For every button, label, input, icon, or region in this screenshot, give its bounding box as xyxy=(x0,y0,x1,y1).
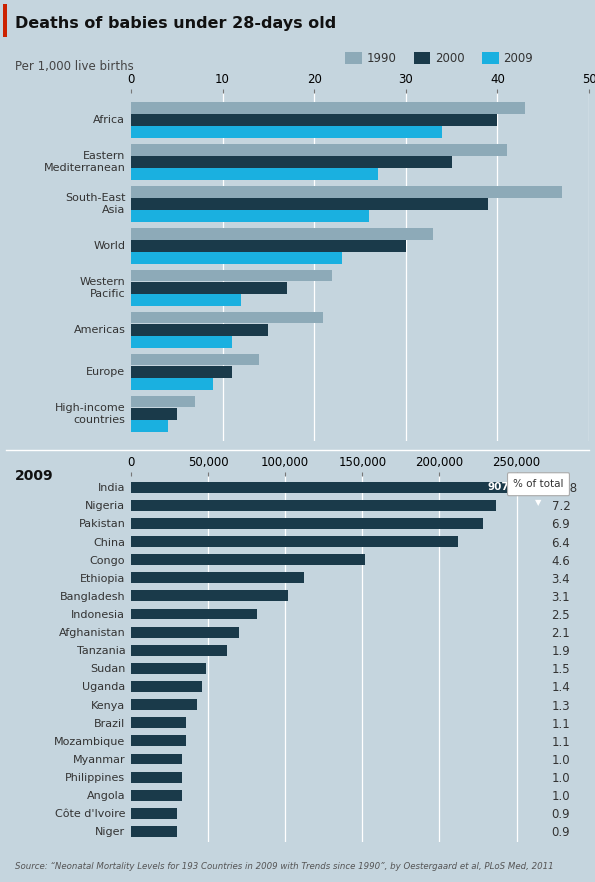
Bar xyxy=(131,378,214,390)
Text: 907,824: 907,824 xyxy=(487,482,535,492)
Bar xyxy=(131,186,562,198)
Bar xyxy=(131,518,483,529)
Bar xyxy=(131,609,258,619)
Bar xyxy=(131,808,177,818)
Bar xyxy=(131,240,406,251)
Bar xyxy=(131,645,227,655)
Bar xyxy=(131,101,525,114)
Bar xyxy=(131,627,239,638)
Bar xyxy=(131,772,182,782)
Bar xyxy=(131,270,333,281)
Bar xyxy=(131,407,177,420)
Bar xyxy=(131,228,433,240)
Bar xyxy=(131,324,268,336)
Bar xyxy=(131,252,342,264)
Bar xyxy=(131,198,488,210)
Bar xyxy=(131,210,369,222)
Bar xyxy=(131,699,197,710)
Bar xyxy=(131,144,506,155)
Bar xyxy=(131,282,287,294)
Bar xyxy=(131,336,231,348)
Bar xyxy=(131,366,231,377)
Bar xyxy=(131,554,365,565)
Bar xyxy=(131,736,186,746)
Bar xyxy=(131,717,186,729)
Bar xyxy=(131,482,547,492)
Text: 2000: 2000 xyxy=(435,52,465,64)
Bar xyxy=(131,420,168,432)
Text: % of total: % of total xyxy=(513,479,563,490)
Bar xyxy=(131,396,195,407)
Bar xyxy=(131,126,443,138)
Text: Source: “Neonatal Mortality Levels for 193 Countries in 2009 with Trends since 1: Source: “Neonatal Mortality Levels for 1… xyxy=(15,863,553,871)
Bar xyxy=(131,572,303,583)
Bar xyxy=(131,114,497,126)
Text: 2009: 2009 xyxy=(15,469,54,483)
Text: Per 1,000 live births: Per 1,000 live births xyxy=(15,60,134,73)
Bar xyxy=(131,294,241,306)
Bar xyxy=(131,826,177,837)
Bar xyxy=(131,681,202,691)
Text: 1990: 1990 xyxy=(367,52,396,64)
Text: ▼: ▼ xyxy=(536,498,541,507)
Bar xyxy=(131,311,323,324)
Bar xyxy=(131,354,259,365)
Bar xyxy=(131,156,452,168)
Bar xyxy=(131,168,378,180)
Bar xyxy=(131,789,182,801)
Bar xyxy=(131,753,182,765)
Bar xyxy=(131,590,288,602)
Text: Deaths of babies under 28-days old: Deaths of babies under 28-days old xyxy=(15,16,336,32)
Bar xyxy=(131,536,458,547)
Bar xyxy=(131,663,206,674)
Text: 2009: 2009 xyxy=(503,52,533,64)
Bar xyxy=(131,500,496,511)
